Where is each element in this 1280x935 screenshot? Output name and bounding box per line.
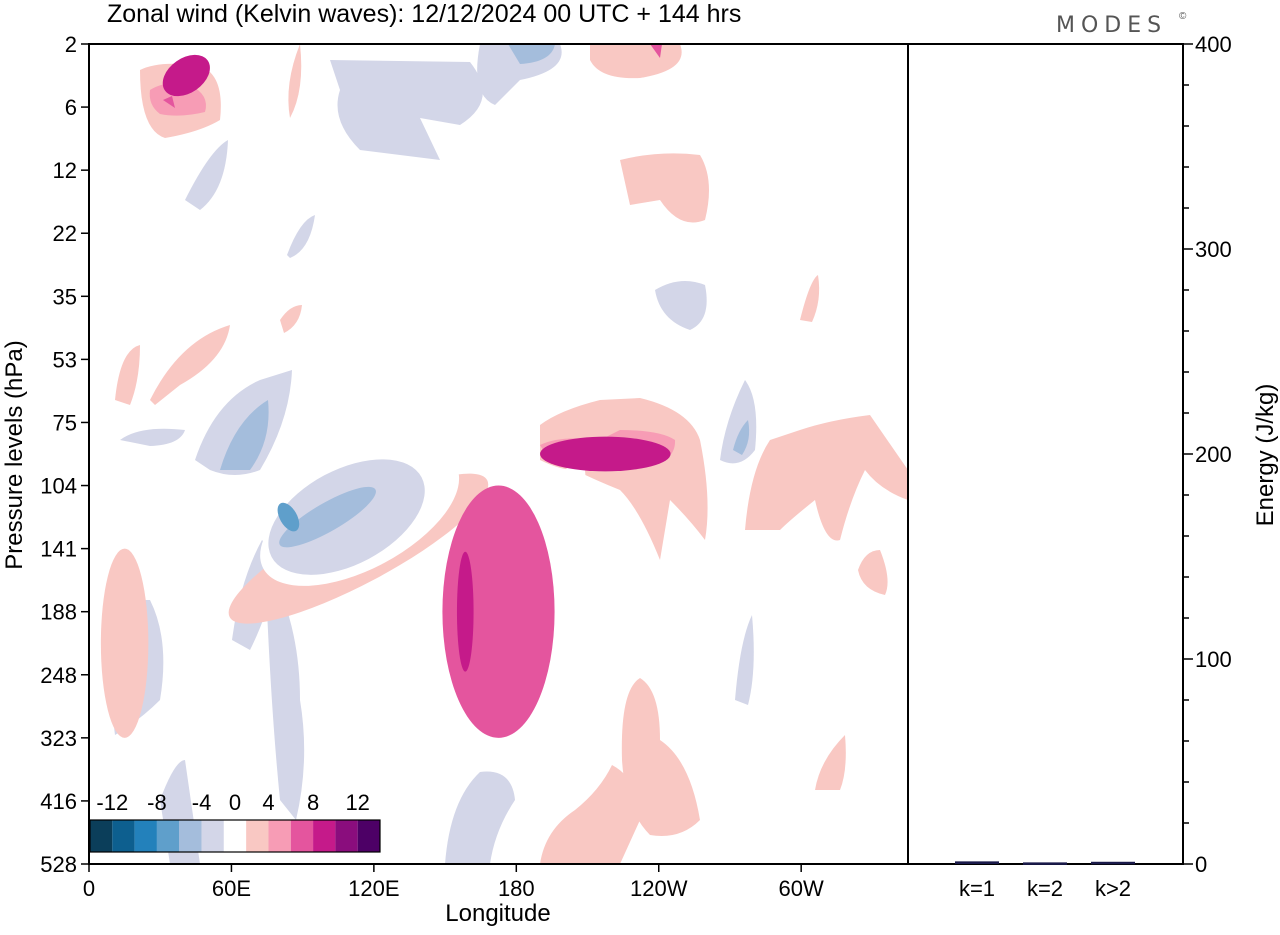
x-tick-label: 60W <box>779 876 824 901</box>
colorbar-label: -8 <box>147 790 167 815</box>
energy-tick-label: 400 <box>1195 32 1232 57</box>
y-tick-label: 416 <box>40 789 77 814</box>
energy-category-label: k>2 <box>1095 876 1131 901</box>
positive-wind-contour <box>162 54 210 97</box>
y-tick-label: 323 <box>40 726 77 751</box>
colorbar-swatch <box>268 820 291 852</box>
positive-wind-contour <box>163 96 175 108</box>
positive-wind-contour <box>456 551 474 672</box>
energy-category-label: k=1 <box>959 876 995 901</box>
y-tick-label: 2 <box>65 32 77 57</box>
colorbar-swatch <box>134 820 157 852</box>
x-tick-label: 120W <box>630 876 688 901</box>
x-axis-title: Longitude <box>445 900 550 927</box>
x-tick-label: 0 <box>83 876 95 901</box>
chart-axes: 0 60E 120E 180 120W 60W 2 6 12 22 35 53 75 104 141 188 2… <box>40 32 1231 901</box>
x-tick-label: 120E <box>348 876 399 901</box>
main-plot-frame <box>88 43 909 865</box>
x-tick-label: 180 <box>498 876 535 901</box>
negative-wind-contour <box>735 615 754 705</box>
positive-wind-contour <box>650 44 662 58</box>
negative-wind-contour <box>107 485 137 549</box>
energy-panel-frame <box>908 43 1184 865</box>
colorbar-label: -12 <box>96 790 128 815</box>
wind-contour-field <box>100 44 908 864</box>
energy-tick-label: 300 <box>1195 237 1232 262</box>
positive-wind-contour <box>150 325 230 405</box>
brand-logo: MODES © <box>1056 11 1187 38</box>
y-tick-label: 35 <box>53 284 77 309</box>
y-tick-label: 12 <box>53 158 77 183</box>
positive-wind-contour <box>620 153 709 223</box>
y-tick-label: 75 <box>53 410 77 435</box>
negative-wind-contour <box>733 420 750 455</box>
positive-wind-contour <box>745 415 908 541</box>
negative-wind-contour <box>287 215 315 258</box>
negative-wind-contour <box>100 548 149 738</box>
energy-bars: k=1 k=2 k>2 <box>955 861 1135 901</box>
colorbar-swatch <box>313 820 336 852</box>
energy-tick-label: 0 <box>1195 852 1207 877</box>
positive-wind-contour <box>800 275 820 322</box>
colorbar-swatch <box>179 820 202 852</box>
colorbar-label: 4 <box>262 790 274 815</box>
colorbar-swatch <box>156 820 180 852</box>
positive-wind-contour <box>115 345 140 405</box>
colorbar-label: 12 <box>345 790 369 815</box>
positive-wind-contour <box>621 678 700 836</box>
positive-wind-contour <box>590 44 682 79</box>
colorbar-swatch <box>201 820 224 852</box>
energy-axis-title: Energy (J/kg) <box>1252 384 1279 527</box>
positive-wind-contour <box>815 735 846 790</box>
negative-wind-contour <box>279 486 376 548</box>
brand-logo-mark: © <box>1179 11 1187 22</box>
negative-wind-contour <box>185 140 228 210</box>
energy-bar <box>1023 862 1067 865</box>
colorbar: -12 -8 -4 0 4 8 12 <box>89 790 381 853</box>
energy-tick-label: 200 <box>1195 442 1232 467</box>
brand-logo-text: MODES <box>1056 13 1167 38</box>
y-tick-label: 528 <box>40 852 77 877</box>
y-tick-label: 104 <box>40 474 77 499</box>
colorbar-swatch <box>335 820 358 852</box>
negative-wind-contour <box>220 400 269 470</box>
zero-wind-gap <box>564 465 586 520</box>
energy-bar <box>955 861 999 864</box>
y-tick-label: 6 <box>65 95 77 120</box>
colorbar-swatch <box>112 820 135 852</box>
colorbar-swatch <box>223 820 247 852</box>
negative-wind-contour <box>508 44 555 64</box>
y-axis-title: Pressure levels (hPa) <box>1 340 28 569</box>
colorbar-swatch <box>290 820 314 852</box>
negative-wind-contour <box>120 428 185 446</box>
colorbar-label: -4 <box>192 790 212 815</box>
negative-wind-contour <box>445 771 515 864</box>
colorbar-swatch <box>357 820 380 852</box>
y-tick-label: 248 <box>40 663 77 688</box>
positive-wind-contour <box>858 550 888 595</box>
energy-tick-label: 100 <box>1195 647 1232 672</box>
chart-title: Zonal wind (Kelvin waves): 12/12/2024 00… <box>107 0 741 28</box>
negative-wind-contour <box>277 502 300 532</box>
colorbar-label: 8 <box>307 790 319 815</box>
y-tick-label: 141 <box>40 537 77 562</box>
positive-wind-contour <box>280 305 302 333</box>
colorbar-swatch <box>246 820 269 852</box>
energy-bar <box>1091 861 1135 865</box>
colorbar-label: 0 <box>229 790 241 815</box>
y-tick-label: 188 <box>40 600 77 625</box>
y-tick-label: 22 <box>53 221 77 246</box>
positive-wind-contour <box>540 765 640 864</box>
positive-wind-contour <box>540 436 671 472</box>
colorbar-swatch <box>90 820 113 852</box>
y-tick-label: 53 <box>53 347 77 372</box>
negative-wind-contour <box>330 60 483 160</box>
positive-wind-contour <box>442 485 555 738</box>
negative-wind-contour <box>655 281 707 330</box>
negative-wind-contour <box>265 560 305 820</box>
energy-category-label: k=2 <box>1027 876 1063 901</box>
positive-wind-contour <box>288 44 302 118</box>
x-tick-label: 60E <box>212 876 251 901</box>
